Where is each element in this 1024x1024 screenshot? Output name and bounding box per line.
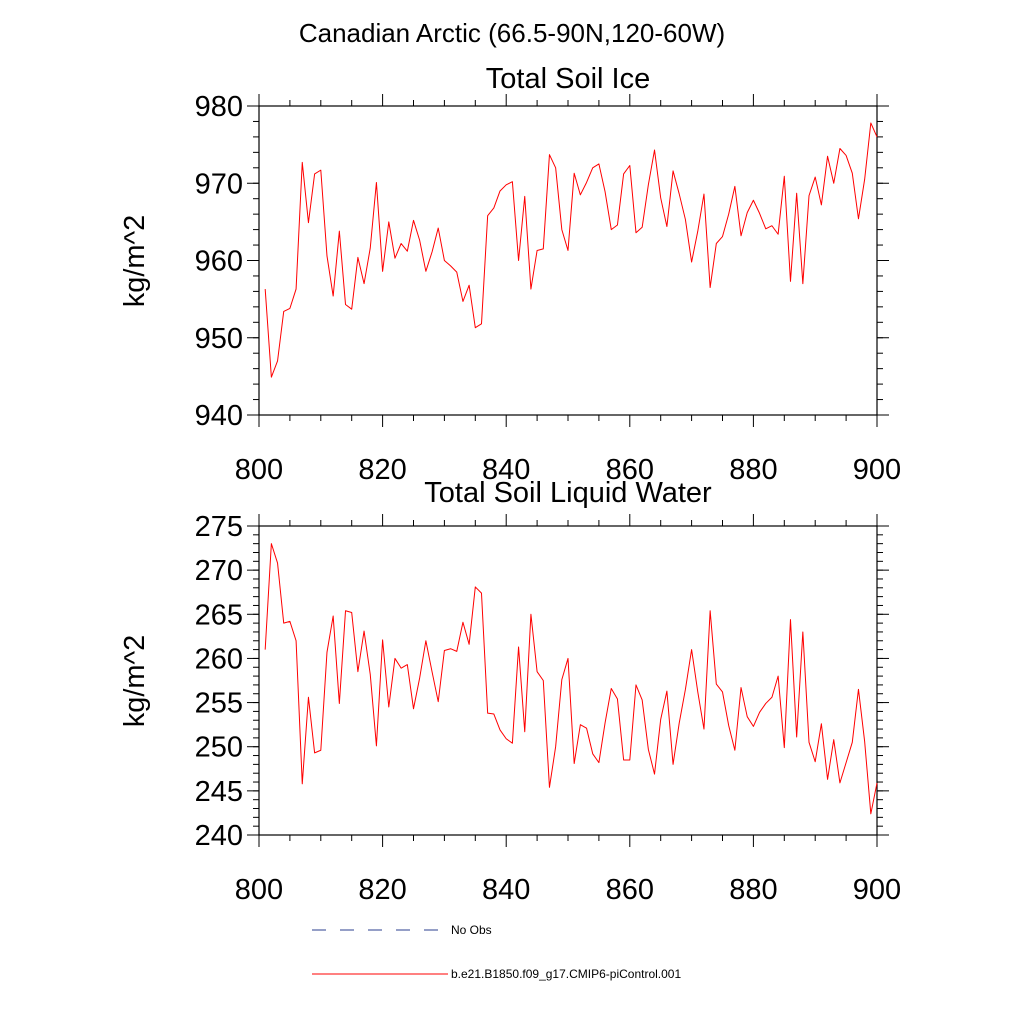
panel-title: Total Soil Liquid Water bbox=[424, 477, 712, 509]
y-tick-label: 265 bbox=[195, 599, 243, 631]
figure-suptitle: Canadian Arctic (66.5-90N,120-60W) bbox=[299, 18, 725, 48]
x-tick-label: 820 bbox=[358, 874, 406, 906]
y-tick-label: 970 bbox=[195, 168, 243, 200]
x-tick-label: 840 bbox=[482, 874, 530, 906]
plot-frame bbox=[258, 525, 878, 836]
x-tick-label: 800 bbox=[235, 874, 283, 906]
x-tick-label: 880 bbox=[729, 874, 777, 906]
y-tick-label: 260 bbox=[195, 643, 243, 675]
y-tick-label: 255 bbox=[195, 688, 243, 720]
y-tick-label: 245 bbox=[195, 776, 243, 808]
y-tick-label: 960 bbox=[195, 246, 243, 278]
x-tick-label: 800 bbox=[235, 454, 283, 486]
y-axis-label: kg/m^2 bbox=[119, 635, 151, 728]
plot-frame bbox=[258, 105, 878, 416]
x-tick-label: 820 bbox=[358, 454, 406, 486]
panel-title: Total Soil Ice bbox=[486, 63, 650, 95]
panel-total-soil-liquid-water: Total Soil Liquid Water kg/m^2 800 820 840… bbox=[119, 477, 901, 906]
legend-label-no-obs: No Obs bbox=[451, 923, 492, 937]
y-tick-label: 270 bbox=[195, 555, 243, 587]
legend-label-picontrol: b.e21.B1850.f09_g17.CMIP6-piControl.001 bbox=[451, 967, 681, 981]
x-tick-label: 860 bbox=[606, 454, 654, 486]
x-tick-label: 900 bbox=[853, 874, 901, 906]
panel-total-soil-ice: Total Soil Ice kg/m^2 800 820 840 860 880 900… bbox=[119, 63, 901, 486]
y-tick-label: 275 bbox=[195, 511, 243, 543]
y-tick-label: 940 bbox=[195, 400, 243, 432]
legend: No Obs b.e21.B1850.f09_g17.CMIP6-piContr… bbox=[312, 923, 681, 981]
series-line bbox=[264, 543, 878, 815]
x-tick-label: 860 bbox=[606, 874, 654, 906]
y-axis-label: kg/m^2 bbox=[119, 215, 151, 308]
y-tick-label: 980 bbox=[195, 91, 243, 123]
y-tick-label: 240 bbox=[195, 820, 243, 852]
x-tick-label: 900 bbox=[853, 454, 901, 486]
series-line bbox=[264, 122, 878, 378]
y-tick-label: 950 bbox=[195, 323, 243, 355]
y-tick-label: 250 bbox=[195, 732, 243, 764]
x-tick-label: 840 bbox=[482, 454, 530, 486]
x-tick-label: 880 bbox=[729, 454, 777, 486]
